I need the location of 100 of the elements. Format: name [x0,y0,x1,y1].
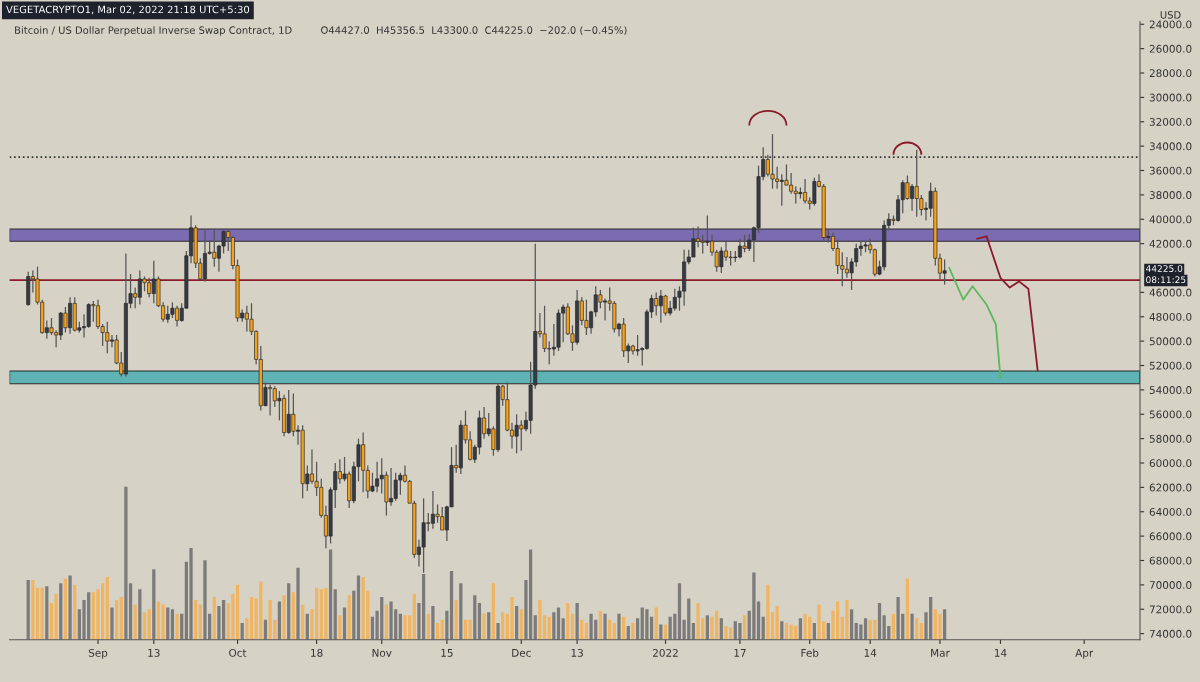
y-tick-label: 56000.0 [1149,410,1192,419]
bar [73,584,77,640]
bar [752,572,756,640]
x-tick-label: 13 [148,648,160,657]
y-tick-label: 66000.0 [1149,532,1192,541]
bar [203,560,207,640]
bar [356,575,361,640]
bar [245,618,249,640]
bar [189,547,193,640]
bar [635,618,640,640]
bar [501,612,505,640]
bar [347,595,351,640]
y-tick-label: 42000.0 [1149,239,1192,248]
y-tick-label: 24000.0 [1149,20,1192,29]
bar [566,603,570,640]
bar [905,578,910,640]
bar [533,615,537,640]
bar [789,624,793,640]
y-tick-label: 34000.0 [1149,142,1192,151]
bar [845,599,849,640]
bar [677,583,682,640]
x-tick-label: Oct [229,648,247,657]
bar [175,613,179,640]
y-tick-label: 40000.0 [1149,215,1192,224]
bar [603,613,607,640]
bar [170,609,175,640]
bar [515,606,519,640]
bar [26,580,30,640]
y-tick-label: 58000.0 [1149,434,1192,443]
bar [473,595,477,640]
bar [31,580,35,640]
y-tick-label: 32000.0 [1149,117,1192,126]
x-tick-label: Mar [931,649,950,657]
bar [449,570,454,640]
bar [161,604,165,640]
bar [798,618,803,640]
bar [882,615,886,640]
bar [431,606,435,640]
bar [287,583,291,640]
bar [35,587,40,640]
bar [249,596,254,640]
bar [738,622,742,640]
x-tick-label: Sep [88,648,108,659]
bar [412,593,416,640]
bar [575,603,579,640]
y-tick-label: 50000.0 [1149,337,1192,346]
bar [333,589,337,640]
line-series [948,267,1002,379]
bar [110,607,114,640]
y-tick-label: 26000.0 [1149,44,1192,53]
bar [338,615,342,640]
x-tick-label: Nov [372,649,392,657]
bar [63,578,68,640]
bar [459,583,463,640]
y-tick-label: 46000.0 [1149,288,1192,297]
y-tick-label: 30000.0 [1149,93,1192,102]
bar [742,615,747,640]
y-tick-label: 38000.0 [1149,191,1192,199]
x-tick-label: 14 [864,649,877,657]
bar [119,596,123,640]
bar [389,601,393,640]
bar [221,599,226,640]
x-tick-label: Dec [512,649,531,657]
bar [138,589,142,640]
y-tick-label: 52000.0 [1149,361,1192,370]
y-axis-title: USD [1160,11,1181,19]
bar [910,613,914,640]
text: 44225.0 [1146,265,1183,272]
x-tick-label: 18 [311,648,323,657]
bar [124,486,128,640]
bar [482,613,486,640]
y-tick-label: 64000.0 [1149,507,1192,516]
bar [780,621,784,640]
bar [142,612,147,640]
bar [194,599,198,640]
y-tick-label: 70000.0 [1149,581,1192,589]
y-tick-label: 48000.0 [1149,312,1192,321]
y-tick-label: 68000.0 [1149,556,1192,565]
bar [235,584,240,640]
bar [352,590,356,640]
bar [724,625,728,640]
bar [849,609,854,640]
candlestick [942,258,947,286]
bar [915,618,919,640]
bar [268,599,272,640]
bar [156,601,161,640]
bar [696,603,700,640]
bar [403,615,407,640]
y-tick-label: 60000.0 [1149,459,1192,468]
y-tick-label: 54000.0 [1149,386,1192,394]
x-tick-label: Apr [1075,649,1094,659]
bar [259,581,263,640]
y-tick-label: 74000.0 [1149,629,1192,638]
bar [328,549,333,640]
bar [631,622,635,640]
candlestick [542,305,547,353]
chart-title: Bitcoin / US Dollar Perpetual Inverse Swap Contract, 1D [15,26,292,36]
bar [877,603,882,640]
bar [938,613,942,640]
bar [645,609,649,640]
